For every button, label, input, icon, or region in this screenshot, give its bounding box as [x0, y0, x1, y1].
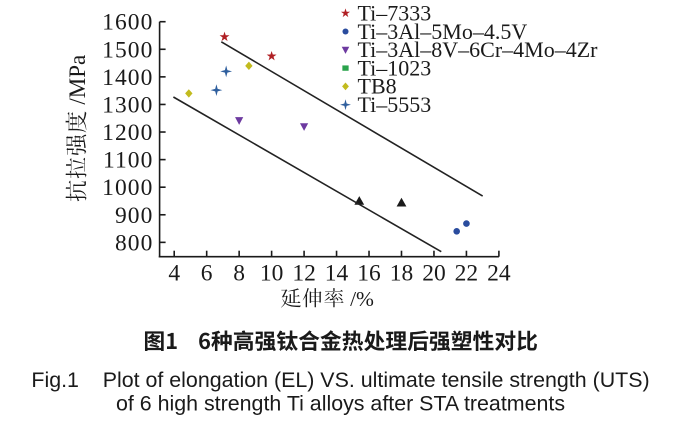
cjk-glyph [65, 157, 87, 179]
label-text-run: /% [345, 287, 374, 311]
point-Ti-7333 [219, 31, 230, 42]
point-Ti-5553 [210, 84, 223, 96]
y-tick-label: 800 [115, 230, 154, 256]
legend-marker-circle [342, 28, 349, 35]
x-tick-label: 18 [390, 261, 414, 287]
cjk-glyph [324, 287, 344, 308]
figure-caption-zh [144, 330, 538, 352]
point-Ti-1023 [396, 197, 407, 207]
point-TB8 [245, 61, 253, 71]
point-Ti-3Al-8V-6Cr-4Mo-4Zr [299, 123, 309, 131]
x-tick-label: 16 [357, 261, 381, 287]
cjk-glyph [255, 331, 276, 352]
legend-label: TB8 [358, 74, 397, 99]
point-Ti-7333 [266, 50, 277, 61]
cjk-glyph [280, 288, 302, 308]
x-tick-label: 10 [260, 261, 284, 287]
x-tick-label: 8 [233, 261, 245, 287]
y-tick-label: 1000 [102, 175, 153, 201]
cjk-glyph [429, 331, 451, 352]
cjk-glyph [364, 330, 385, 352]
point-Ti-3Al-5Mo-4-5V [453, 228, 460, 235]
x-tick-label: 6 [201, 261, 213, 287]
y-tick-label: 1400 [102, 65, 153, 91]
cjk-glyph [298, 330, 320, 351]
axis-labels: /MPa /% [65, 55, 374, 311]
cjk-glyph [233, 330, 254, 351]
point-Ti-3Al-8V-6Cr-4Mo-4Zr [235, 117, 244, 125]
cjk-glyph [144, 331, 164, 351]
cjk-glyph [320, 330, 342, 351]
y-axis-title: /MPa [65, 55, 90, 202]
cjk-glyph [302, 287, 322, 308]
x-tick-label: 14 [325, 261, 349, 287]
label-text-run: /MPa [65, 55, 90, 111]
point-TB8 [185, 89, 193, 98]
y-tick-label: 1500 [102, 37, 153, 63]
legend-marker-plus [340, 99, 351, 111]
y-tick-label: 900 [115, 203, 154, 229]
cjk-glyph [407, 330, 429, 352]
point-Ti-3Al-5Mo-4-5V [463, 220, 470, 227]
y-tick-label: 1100 [103, 148, 154, 174]
figure-caption-en-line1: Fig.1 Plot of elongation (EL) VS. ultima… [31, 368, 649, 392]
legend-marker-triangle-down [341, 46, 350, 54]
legend-label: Ti–7333 [358, 0, 432, 25]
legend-marker-diamond [342, 82, 349, 91]
x-tick-label: 12 [292, 261, 316, 287]
captions: Fig.1 Plot of elongation (EL) VS. ultima… [31, 330, 650, 416]
point-Ti-5553 [220, 65, 233, 78]
x-axis-title: /% [280, 287, 374, 311]
legend: Ti–7333Ti–3Al–5Mo–4.5VTi–3Al–8V–6Cr–4Mo–… [340, 0, 598, 117]
cjk-glyph [65, 111, 87, 133]
legend-label: Ti–1023 [358, 55, 432, 80]
legend-marker-star [340, 8, 351, 18]
figure-caption-en-line2: of 6 high strength Ti alloys after STA t… [116, 392, 565, 416]
cjk-glyph [211, 330, 232, 351]
legend-label: Ti–3Al–8V–6Cr–4Mo–4Zr [358, 37, 599, 62]
cjk-glyph [385, 331, 407, 351]
trend-line [220, 41, 484, 197]
cjk-glyph [276, 330, 298, 351]
cjk-glyph [66, 134, 87, 155]
x-tick-label: 24 [487, 261, 511, 287]
cjk-glyph [342, 330, 364, 352]
legend-label: Ti–5553 [358, 92, 432, 117]
cjk-glyph [199, 332, 211, 350]
x-tick-label: 4 [168, 261, 180, 287]
trend-lines [172, 41, 484, 253]
y-tick-label: 1200 [102, 120, 153, 146]
cjk-glyph [166, 332, 177, 349]
legend-label: Ti–3Al–5Mo–4.5V [358, 19, 528, 44]
legend-marker-square [342, 65, 349, 71]
trend-line [172, 96, 442, 253]
cjk-glyph [517, 330, 538, 351]
y-tick-label: 1300 [102, 92, 153, 118]
cjk-glyph [472, 330, 494, 351]
x-tick-label: 22 [455, 261, 479, 287]
cjk-glyph [495, 330, 516, 351]
x-tick-label: 20 [422, 261, 446, 287]
y-tick-label: 1600 [102, 10, 153, 36]
cjk-glyph [451, 330, 472, 351]
cjk-glyph [65, 180, 87, 202]
